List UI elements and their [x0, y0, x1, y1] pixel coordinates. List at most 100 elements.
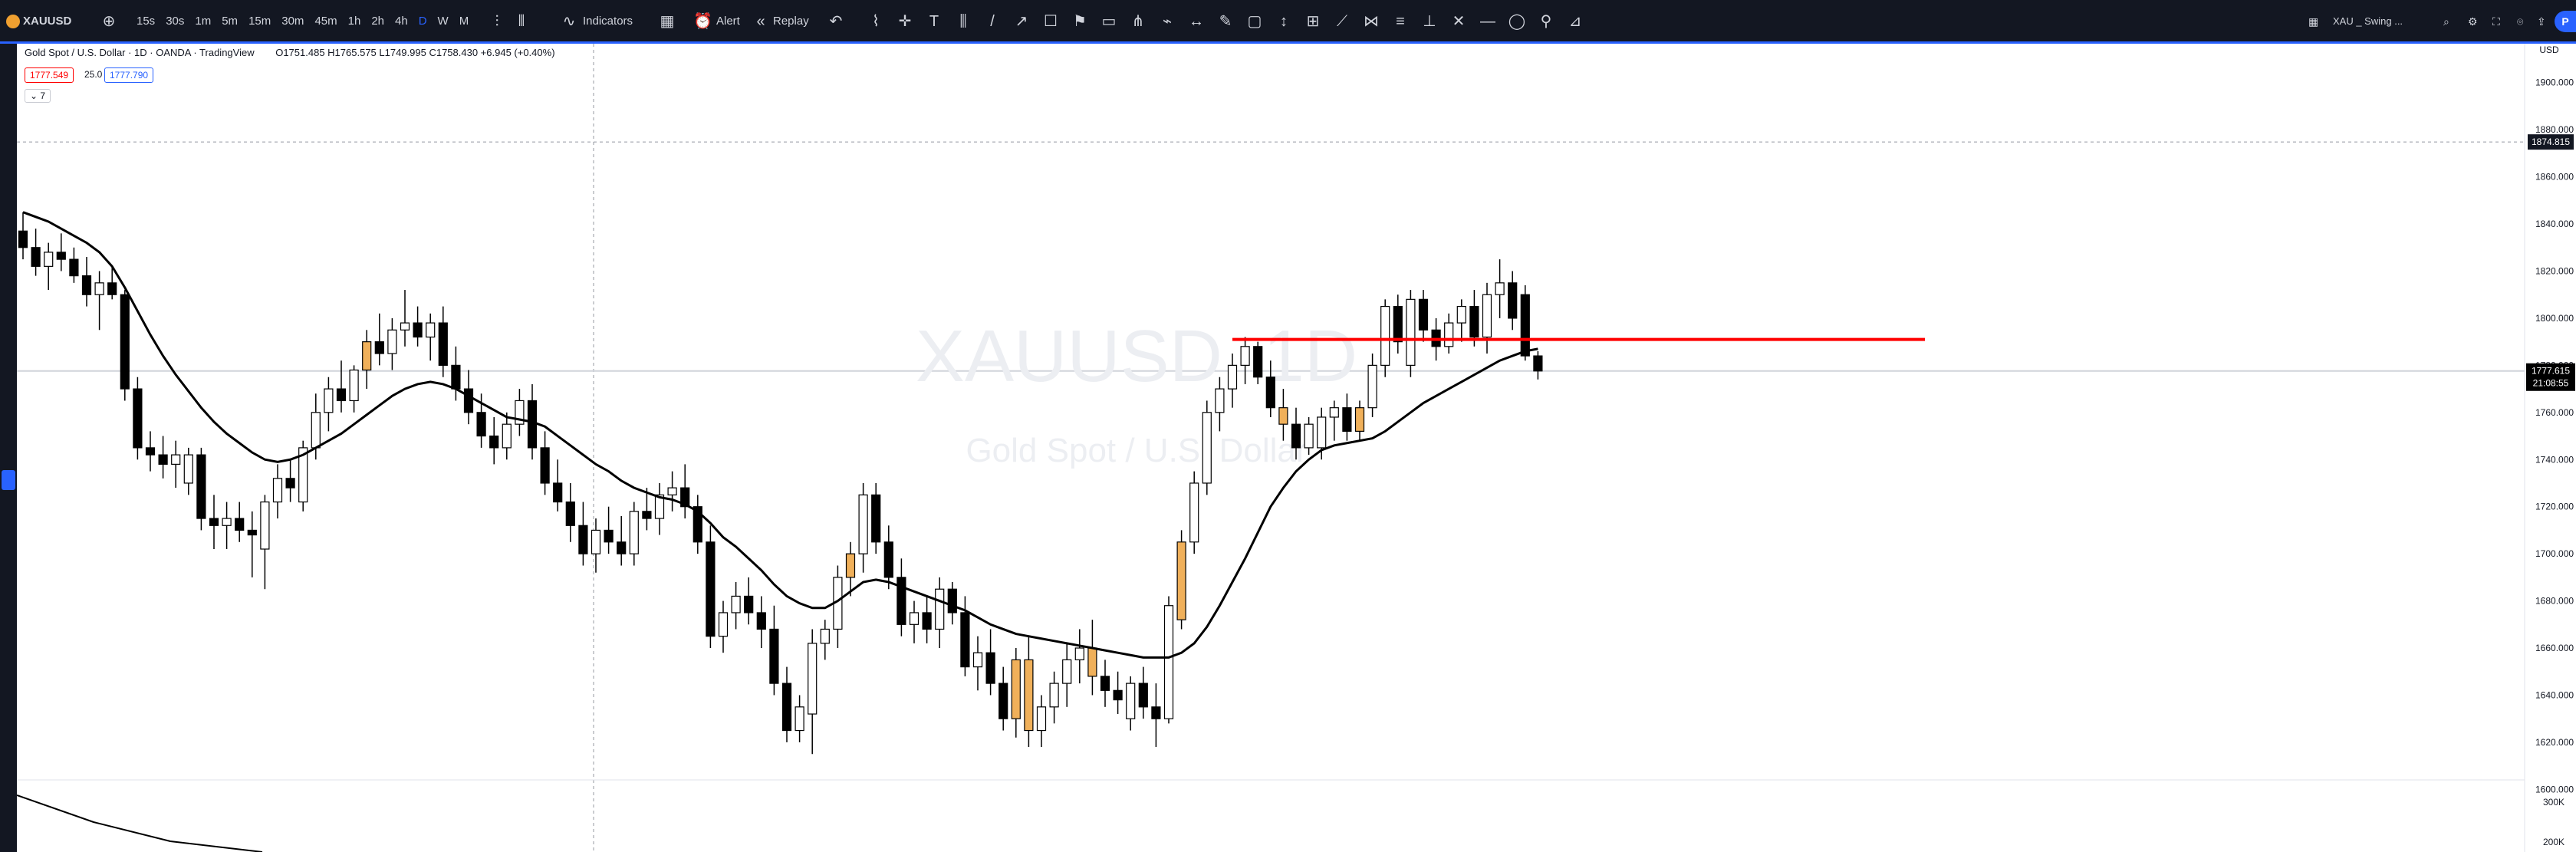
candle-body [1253, 346, 1263, 378]
candle-body [998, 683, 1008, 719]
symbol-search[interactable]: XAUUSD [23, 15, 72, 28]
candle [845, 541, 856, 597]
replay-icon[interactable]: « [756, 13, 765, 30]
candle [502, 412, 512, 460]
candle-body [260, 501, 270, 550]
fullscreen-icon[interactable]: ⛶ [2492, 15, 2500, 28]
candle [1367, 354, 1377, 417]
trendline-icon[interactable]: / [990, 13, 995, 30]
camera-icon[interactable]: ⌾ [2517, 15, 2524, 28]
candle [196, 447, 206, 531]
gann-icon[interactable]: ⊞ [1306, 13, 1320, 30]
ema-line [22, 211, 1538, 659]
layout-name[interactable]: XAU _ Swing ... [2333, 15, 2403, 27]
add-symbol-icon[interactable]: ⊕ [102, 13, 116, 30]
crosshair-price-label: 1874.815 [2532, 137, 2570, 147]
timeframe-15m[interactable]: 15m [248, 15, 271, 28]
flag-icon[interactable]: ⚑ [1073, 13, 1087, 30]
cursor-icon[interactable]: ⌇ [872, 13, 880, 30]
timeframe-45m[interactable]: 45m [314, 15, 337, 28]
lines-icon[interactable]: ≡ [1396, 13, 1405, 30]
arrow-icon[interactable]: ↗ [1015, 13, 1028, 30]
timeframe-w[interactable]: W [437, 15, 449, 28]
alert-button[interactable]: Alert [716, 15, 740, 28]
selected-tool-indicator [2, 470, 15, 490]
callout-icon[interactable]: ☐ [1044, 13, 1058, 30]
ray-icon[interactable]: — [1480, 13, 1495, 30]
candle-body [985, 652, 995, 684]
timeframe-d[interactable]: D [418, 15, 427, 28]
channel-icon[interactable]: ⋔ [1131, 13, 1145, 30]
rectangle-icon[interactable]: ▢ [1247, 13, 1262, 30]
elliott-icon[interactable]: ⋈ [1364, 13, 1379, 30]
note-icon[interactable]: ▭ [1101, 13, 1117, 30]
candle-style-icon[interactable]: ⫴ [518, 13, 525, 30]
replay-button[interactable]: Replay [773, 15, 809, 28]
fib-icon[interactable]: ⫼ [959, 13, 967, 30]
indicator-collapse-toggle[interactable]: ⌄ 7 [25, 89, 51, 103]
save-icon[interactable]: ⇪ [2537, 15, 2546, 28]
currency-label[interactable]: USD [2539, 44, 2559, 55]
path-icon[interactable]: ⌁ [1162, 13, 1173, 30]
publish-button[interactable]: P [2555, 11, 2576, 32]
timeframe-1h[interactable]: 1h [347, 15, 361, 28]
candle-body [960, 612, 970, 668]
candle-body [324, 388, 334, 413]
candle [654, 482, 665, 535]
settings-icon[interactable]: ⚙ [2468, 15, 2478, 28]
candle-body [1508, 282, 1518, 319]
timeframe-2h[interactable]: 2h [371, 15, 384, 28]
candle-body [1342, 407, 1352, 432]
timeframe-30s[interactable]: 30s [166, 15, 185, 28]
projection-icon[interactable]: ↕ [1280, 13, 1288, 30]
price-chart[interactable]: XAUUSD, 1D Gold Spot / U.S. Dollar USD 19… [17, 44, 2576, 852]
brush-icon[interactable]: ✎ [1219, 13, 1232, 30]
price-axis[interactable] [2525, 44, 2576, 852]
measure-icon[interactable]: ↔ [1189, 13, 1204, 30]
search-icon[interactable]: ⌕ [2443, 15, 2449, 28]
candle-body [438, 322, 448, 366]
sell-price-button[interactable]: 1777.549 [25, 67, 74, 83]
candle-body [1087, 647, 1097, 677]
candle-body [1329, 407, 1339, 418]
candle-body [1317, 416, 1327, 449]
magnet-icon[interactable]: ⚲ [1540, 13, 1552, 30]
timeframe-15s[interactable]: 15s [137, 15, 156, 28]
timeframe-m[interactable]: M [459, 15, 469, 28]
candle [107, 266, 117, 300]
y-tick-label: 1820.000 [2535, 265, 2574, 276]
ruler-icon[interactable]: ✕ [1452, 13, 1466, 30]
crosshair-icon[interactable]: ✛ [898, 13, 912, 30]
templates-icon[interactable]: ▦ [660, 13, 675, 30]
candle [795, 695, 804, 742]
triangle-icon[interactable]: ⊿ [1568, 13, 1582, 30]
timeframe-4h[interactable]: 4h [395, 15, 408, 28]
candle-body [731, 595, 741, 614]
buy-price-button[interactable]: 1777.790 [104, 67, 154, 83]
alert-icon[interactable]: ⏰ [693, 13, 712, 30]
candle [515, 389, 525, 436]
timeframe-30m[interactable]: 30m [281, 15, 304, 28]
indicators-icon[interactable]: ∿ [562, 13, 576, 30]
timeframe-5m[interactable]: 5m [222, 15, 239, 28]
candle-body [693, 506, 702, 543]
layout-grid-icon[interactable]: ▦ [2308, 15, 2319, 28]
candle [820, 620, 830, 660]
candle-body [247, 529, 257, 536]
candle [667, 471, 677, 512]
candle [985, 629, 995, 696]
pitchfork-icon[interactable]: ⟋ [1337, 13, 1347, 30]
indicators-button[interactable]: Indicators [583, 15, 633, 28]
chart-legend: Gold Spot / U.S. Dollar · 1D · OANDA · T… [25, 47, 555, 58]
undo-icon[interactable]: ↶ [829, 13, 843, 30]
timeframe-1m[interactable]: 1m [195, 15, 212, 28]
candle-body [183, 454, 193, 484]
cross-line-icon[interactable]: ⊥ [1423, 13, 1436, 30]
bar-style-icon[interactable]: ⫶ [495, 13, 499, 30]
text-icon[interactable]: T [929, 13, 939, 30]
circle-icon[interactable]: ◯ [1508, 13, 1526, 30]
candle [553, 459, 563, 512]
candle-body [272, 478, 283, 503]
candle-body [18, 230, 28, 248]
candle [235, 502, 245, 542]
